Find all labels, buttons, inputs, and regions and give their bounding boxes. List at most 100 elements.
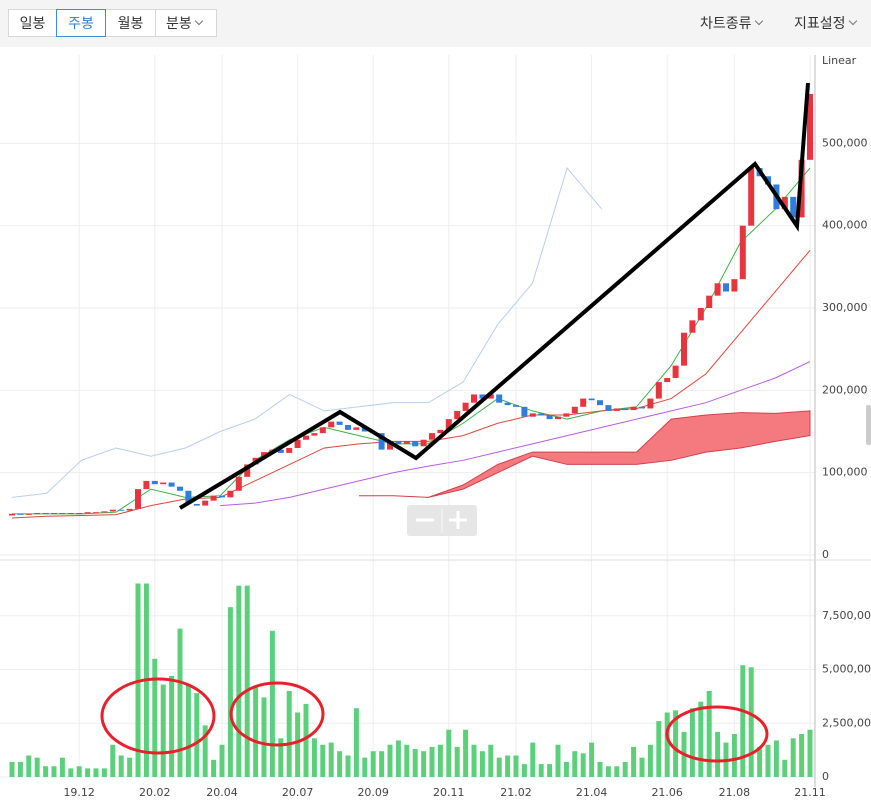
- volume-bar: [639, 757, 645, 777]
- candle-body: [487, 394, 494, 399]
- chevron: [848, 16, 857, 26]
- volume-bar: [160, 684, 166, 777]
- candle-body: [731, 279, 738, 292]
- volume-bar: [664, 712, 670, 777]
- y-tick-label: 400,000: [822, 219, 868, 232]
- volume-bar: [118, 755, 124, 777]
- volume-bar: [211, 759, 217, 777]
- candle-body: [445, 419, 452, 430]
- candle-body: [605, 405, 612, 411]
- volume-bar: [387, 744, 393, 777]
- candle-body: [177, 486, 183, 491]
- candle-body: [471, 394, 477, 403]
- volume-bar: [580, 753, 586, 777]
- candle-body: [378, 433, 385, 450]
- volume-bar: [437, 744, 443, 777]
- volume-bar: [26, 755, 32, 777]
- toolbar: 일봉 주봉 월봉 분봉 차트종류 지표설정: [0, 0, 871, 47]
- candle-body: [118, 509, 125, 511]
- annotation-ellipse: [100, 677, 216, 755]
- volume-bar: [471, 744, 477, 777]
- candle-body: [387, 441, 393, 450]
- volume-bar: [589, 742, 595, 777]
- zoom-control: [407, 505, 477, 536]
- candle-body: [168, 482, 175, 487]
- y-tick-label: 5,000,000: [822, 663, 871, 676]
- volume-bar: [446, 729, 452, 777]
- volume-bar: [706, 691, 712, 777]
- candle-body: [639, 406, 645, 409]
- volume-bar: [253, 686, 259, 777]
- menu[interactable]: 지표설정: [794, 13, 857, 33]
- y-tick-label: 100,000: [822, 466, 868, 479]
- volume-bar: [328, 742, 334, 777]
- volume-bar: [421, 751, 427, 777]
- volume-bar: [9, 761, 15, 777]
- candle-body: [51, 513, 57, 515]
- volume-bar: [412, 749, 418, 777]
- tab-button[interactable]: 일봉: [8, 9, 57, 37]
- candle-body: [555, 416, 561, 420]
- candle-body: [462, 402, 469, 411]
- candle-body: [697, 308, 704, 321]
- candle-body: [672, 365, 679, 378]
- volume-bar: [689, 708, 695, 777]
- indicator-line: [220, 361, 811, 507]
- volume-bar: [782, 759, 788, 777]
- candle-body: [59, 513, 66, 515]
- volume-bar: [202, 725, 208, 777]
- volume-bar: [177, 628, 183, 777]
- volume-bar: [807, 729, 813, 777]
- candle-body: [538, 413, 545, 416]
- volume-bar: [740, 665, 746, 777]
- candle-body: [244, 464, 251, 477]
- volume-bar: [773, 740, 779, 777]
- volume-bar: [320, 744, 326, 777]
- volume-bar: [429, 746, 435, 777]
- candle-body: [25, 513, 32, 515]
- plot: [9, 93, 813, 777]
- volume-bar: [278, 738, 284, 777]
- volume-bar: [395, 740, 401, 777]
- menu-label: 차트종류: [700, 16, 752, 32]
- scroll-handle[interactable]: [866, 405, 871, 445]
- volume-bar: [370, 751, 376, 777]
- volume-bar: [496, 757, 502, 777]
- tab-button[interactable]: 월봉: [105, 9, 156, 37]
- x-tick-label: 21.04: [576, 786, 608, 799]
- volume-bar: [521, 764, 527, 777]
- x-tick-label: 21.02: [500, 786, 532, 799]
- candle-body: [521, 406, 528, 417]
- candle-body: [412, 441, 419, 447]
- tab-button[interactable]: 주봉: [56, 9, 106, 37]
- tab-button[interactable]: 분봉: [155, 9, 217, 37]
- volume-bar: [547, 764, 553, 777]
- candle-body: [597, 400, 603, 406]
- annotation-ellipse: [229, 681, 325, 747]
- candle-body: [723, 283, 729, 292]
- candle-body: [34, 513, 41, 515]
- volume-bar: [219, 744, 225, 777]
- volume-bar: [731, 734, 737, 777]
- volume-bar: [17, 761, 23, 777]
- volume-bar: [76, 766, 82, 777]
- chart: 0 100,000 200,000 300,000 400,000 500,000 0 2,5…: [0, 54, 871, 799]
- volume-bar: [362, 757, 368, 777]
- x-tick-label: 20.11: [433, 786, 465, 799]
- volume-bar: [555, 744, 561, 777]
- volume-bar: [101, 768, 107, 777]
- candle-body: [277, 449, 284, 453]
- volume-bar: [51, 766, 57, 777]
- candle-body: [513, 405, 519, 407]
- candle-body: [235, 476, 242, 491]
- candle-body: [529, 413, 536, 417]
- x-tick-label: 21.08: [719, 786, 751, 799]
- candle-body: [109, 509, 116, 512]
- candle-body: [17, 513, 24, 515]
- candle-body: [630, 406, 637, 411]
- candle-body: [714, 283, 721, 296]
- candle-body: [193, 503, 200, 506]
- menu[interactable]: 차트종류: [700, 13, 763, 33]
- chevron: [754, 16, 763, 26]
